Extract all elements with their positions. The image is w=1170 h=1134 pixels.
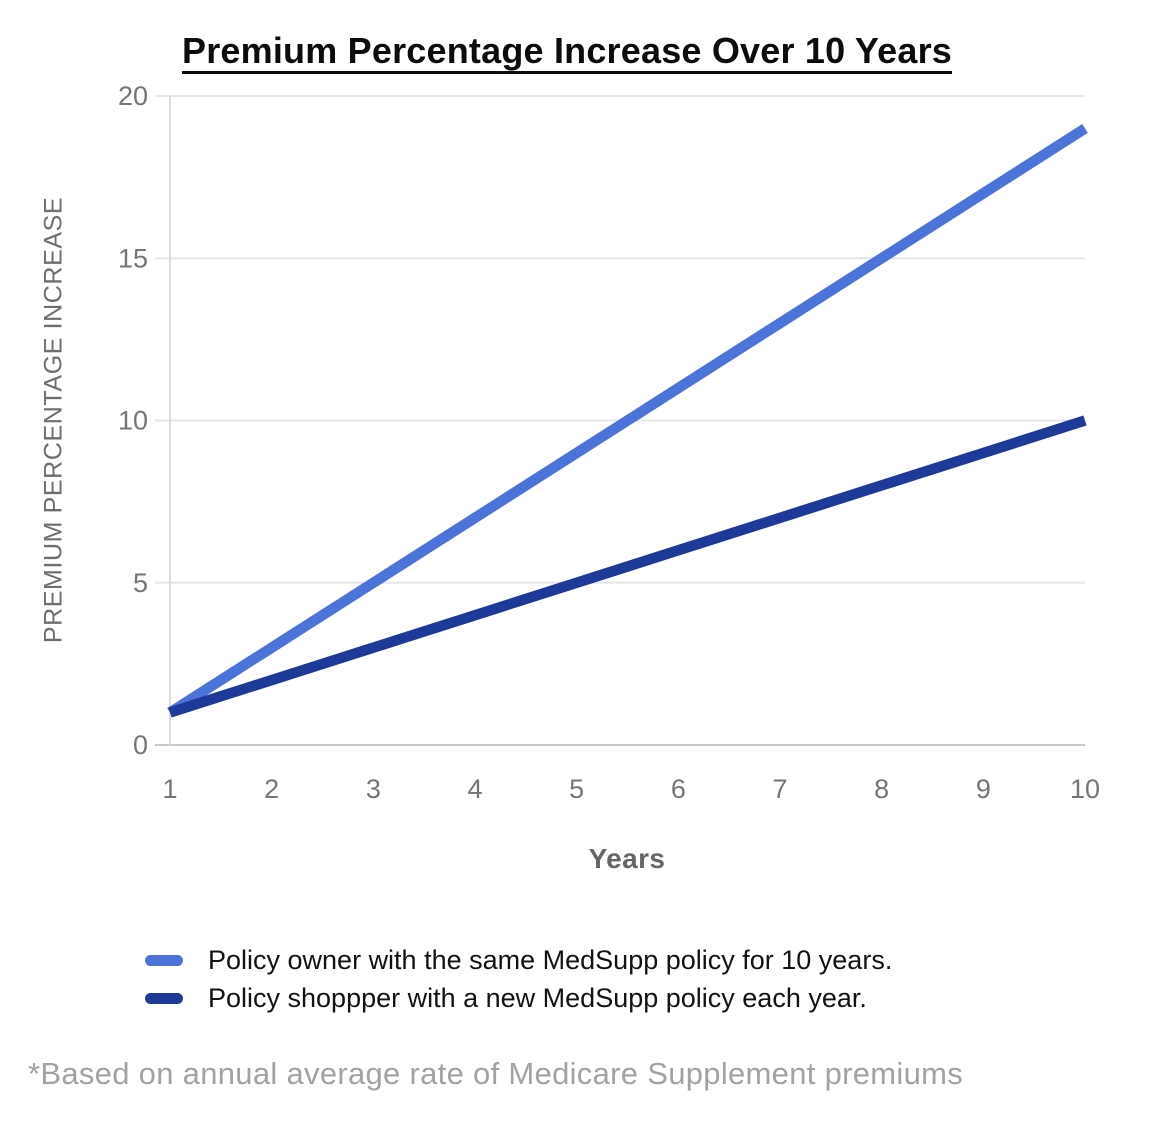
chart-title: Premium Percentage Increase Over 10 Year…	[181, 30, 953, 71]
series-line-0	[167, 124, 1088, 717]
x-tick-label: 3	[366, 774, 381, 804]
y-tick-label: 5	[133, 568, 148, 598]
y-tick-label: 20	[118, 81, 148, 111]
legend-label-policy-owner: Policy owner with the same MedSupp polic…	[208, 944, 893, 975]
x-tick-label: 4	[467, 774, 482, 804]
x-tick-label: 7	[772, 774, 787, 804]
y-axis-title: PREMIUM PERCENTAGE INCREASE	[39, 196, 68, 644]
x-tick-label: 6	[671, 774, 686, 804]
x-tick-label: 9	[976, 774, 991, 804]
legend-swatch-policy-owner	[145, 954, 183, 966]
x-tick-label: 10	[1070, 774, 1100, 804]
x-tick-label: 8	[874, 774, 889, 804]
y-tick-label: 10	[118, 406, 148, 436]
legend-item-policy-owner: Policy owner with the same MedSupp polic…	[145, 941, 892, 979]
legend-label-policy-shopper: Policy shoppper with a new MedSupp polic…	[208, 982, 867, 1013]
y-tick-label: 15	[118, 243, 148, 273]
x-tick-label: 1	[162, 774, 177, 804]
x-tick-label: 2	[264, 774, 279, 804]
legend-swatch-policy-shopper	[145, 992, 183, 1004]
footnote: *Based on annual average rate of Medicar…	[28, 1056, 964, 1091]
legend-item-policy-shopper: Policy shoppper with a new MedSupp polic…	[145, 979, 892, 1017]
y-tick-label: 0	[133, 730, 148, 760]
legend: Policy owner with the same MedSupp polic…	[145, 941, 892, 1017]
x-axis-title: Years	[588, 843, 666, 874]
line-chart-canvas: 0 5 10 15 20 1 2 3 4 5 6 7 8 9 10	[118, 81, 1100, 804]
series-line-1	[168, 415, 1087, 718]
x-tick-label: 5	[569, 774, 584, 804]
